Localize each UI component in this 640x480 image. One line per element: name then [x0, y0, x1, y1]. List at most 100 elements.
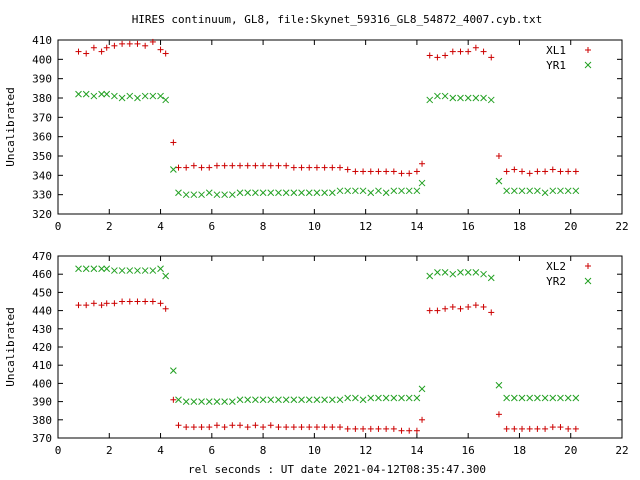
- data-point: [252, 396, 259, 404]
- y-tick-label: 350: [32, 150, 52, 163]
- legend-marker: [585, 47, 591, 53]
- data-point: [565, 168, 572, 175]
- data-point: [182, 191, 190, 199]
- data-point: [142, 42, 149, 49]
- data-point: [111, 92, 118, 100]
- data-point: [157, 92, 164, 100]
- data-point: [306, 164, 313, 171]
- data-point: [275, 424, 282, 431]
- data-point: [375, 425, 382, 432]
- data-point: [398, 427, 405, 434]
- y-tick-label: 320: [32, 208, 52, 221]
- data-point: [267, 162, 274, 169]
- data-point: [572, 187, 580, 195]
- data-point: [170, 367, 177, 375]
- data-point: [405, 394, 413, 402]
- y-tick-label: 450: [32, 286, 52, 299]
- data-point: [111, 300, 118, 307]
- data-point: [542, 425, 549, 432]
- y-tick-label: 370: [32, 432, 52, 445]
- data-point: [511, 425, 518, 432]
- data-point: [305, 189, 313, 197]
- data-point: [426, 272, 434, 280]
- data-point: [383, 168, 390, 175]
- data-point: [198, 398, 205, 405]
- data-point: [398, 170, 405, 177]
- x-tick-label: 12: [359, 220, 372, 233]
- data-point: [103, 265, 111, 273]
- data-point: [434, 269, 441, 276]
- data-point: [336, 396, 344, 404]
- data-point: [221, 191, 228, 199]
- data-point: [126, 92, 134, 100]
- data-point: [557, 187, 564, 195]
- data-point: [305, 396, 313, 404]
- y-tick-label: 390: [32, 396, 52, 409]
- x-tick-label: 2: [106, 444, 113, 457]
- data-point: [457, 269, 464, 276]
- legend-label: XL1: [546, 44, 566, 57]
- data-point: [398, 187, 405, 195]
- x-tick-label: 2: [106, 220, 113, 233]
- data-point: [542, 168, 549, 175]
- data-point: [267, 189, 275, 197]
- y-tick-label: 440: [32, 305, 52, 318]
- data-point: [472, 94, 480, 102]
- y-tick-label: 360: [32, 131, 52, 144]
- x-tick-label: 20: [564, 220, 577, 233]
- data-point: [183, 424, 190, 431]
- data-point: [329, 164, 336, 171]
- data-point: [321, 189, 328, 197]
- data-point: [534, 168, 541, 175]
- data-point: [564, 187, 572, 195]
- data-point: [205, 189, 213, 197]
- data-point: [190, 191, 198, 199]
- data-point: [149, 92, 157, 100]
- data-point: [298, 189, 305, 197]
- x-tick-label: 14: [410, 220, 424, 233]
- data-point: [457, 48, 464, 55]
- x-tick-label: 20: [564, 444, 577, 457]
- data-point: [267, 422, 274, 429]
- data-point: [549, 166, 556, 173]
- data-point: [90, 265, 98, 273]
- data-point: [134, 267, 141, 274]
- data-point: [510, 394, 518, 402]
- data-point: [283, 424, 290, 431]
- data-point: [418, 385, 426, 393]
- data-point: [487, 96, 495, 104]
- legend-label: YR1: [546, 59, 566, 72]
- data-point: [252, 162, 259, 169]
- data-point: [118, 94, 126, 102]
- data-point: [290, 164, 297, 171]
- x-tick-label: 12: [359, 444, 372, 457]
- data-point: [198, 191, 205, 199]
- data-point: [367, 425, 374, 432]
- data-point: [413, 427, 420, 434]
- data-point: [441, 92, 449, 100]
- data-point: [237, 162, 244, 169]
- series-XL1: [75, 38, 579, 177]
- data-point: [111, 267, 118, 274]
- data-point: [213, 422, 220, 429]
- y-tick-label: 380: [32, 92, 52, 105]
- legend-marker: [585, 263, 591, 269]
- data-point: [344, 425, 351, 432]
- data-point: [141, 92, 149, 100]
- x-tick-label: 6: [209, 220, 216, 233]
- x-tick-label: 8: [260, 444, 267, 457]
- data-point: [472, 44, 479, 51]
- data-point: [565, 425, 572, 432]
- data-point: [549, 187, 557, 195]
- data-point: [434, 54, 441, 61]
- data-point: [119, 298, 126, 305]
- data-point: [390, 168, 397, 175]
- data-point: [149, 267, 157, 274]
- data-point: [134, 40, 141, 47]
- data-point: [487, 274, 495, 282]
- data-point: [267, 396, 275, 404]
- x-axis-label: rel seconds : UT date 2021-04-12T08:35:4…: [188, 463, 486, 476]
- data-point: [206, 424, 213, 431]
- data-point: [519, 425, 526, 432]
- data-point: [352, 394, 359, 402]
